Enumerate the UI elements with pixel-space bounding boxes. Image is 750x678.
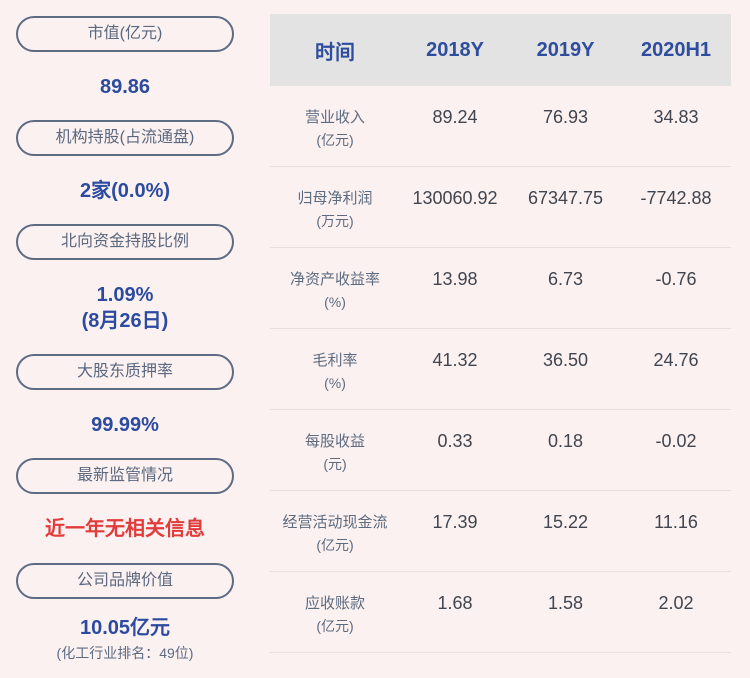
metric-value-2018y: 41.32	[432, 350, 478, 370]
stat-pill-northbound-holding[interactable]: 北向资金持股比例	[16, 224, 234, 260]
metric-value-2019y: 36.50	[542, 350, 589, 370]
table-row-operating-cashflow: 经营活动现金流 (亿元) 17.39 15.22 11.16	[270, 491, 731, 572]
stat-value-market-cap: 89.86	[99, 76, 151, 98]
table-row-net-profit: 归母净利润 (万元) 130060.92 67347.75 -7742.88	[270, 167, 731, 248]
metric-value-2019y: 76.93	[542, 107, 589, 127]
metric-value-2020h1: 24.76	[653, 350, 699, 370]
metric-label: 归母净利润 (万元)	[270, 187, 400, 247]
stat-value-major-shareholder-pledge: 99.99%	[91, 414, 159, 436]
metric-name: 营业收入	[304, 109, 365, 126]
stat-sub-industry-rank: (化工行业排名：49位)	[56, 645, 194, 661]
stat-regulatory-status: 最新监管情况 近一年无相关信息	[0, 458, 250, 542]
metric-label: 每股收益 (元)	[270, 430, 400, 490]
metric-unit: (亿元)	[316, 537, 354, 553]
metric-label: 经营活动现金流 (亿元)	[270, 511, 400, 571]
stat-value-northbound-date: (8月26日)	[81, 310, 169, 332]
metric-label: 毛利率 (%)	[270, 349, 400, 409]
metric-value-2018y: 13.98	[432, 269, 478, 289]
stat-pill-major-shareholder-pledge[interactable]: 大股东质押率	[16, 354, 234, 390]
metric-label: 营业收入 (亿元)	[270, 106, 400, 166]
metric-name: 净资产收益率	[289, 271, 380, 288]
metric-value-2018y: 0.33	[437, 431, 473, 451]
stat-pill-market-cap[interactable]: 市值(亿元)	[16, 16, 234, 52]
col-header-2020h1: 2020H1	[640, 38, 712, 61]
metric-value-2020h1: 11.16	[654, 512, 698, 532]
stat-value-northbound-holding: 1.09%	[96, 284, 154, 306]
metric-unit: (%)	[324, 375, 346, 391]
col-header-2018y: 2018Y	[426, 38, 484, 61]
metric-value-2019y: 1.58	[547, 593, 584, 613]
metric-name: 应收账款	[304, 595, 365, 612]
stat-pill-regulatory-status[interactable]: 最新监管情况	[16, 458, 234, 494]
col-header-2019y: 2019Y	[536, 38, 595, 61]
metric-name: 每股收益	[304, 433, 365, 450]
metric-value-2019y: 6.73	[547, 269, 584, 289]
stat-institutional-holding: 机构持股(占流通盘) 2家(0.0%)	[0, 120, 250, 204]
metric-value-2018y: 1.68	[437, 593, 473, 613]
metric-unit: (元)	[323, 456, 347, 472]
metric-label: 净资产收益率 (%)	[270, 268, 400, 328]
metric-value-2020h1: 34.83	[653, 107, 699, 127]
table-row-eps: 每股收益 (元) 0.33 0.18 -0.02	[270, 410, 731, 491]
metric-name: 经营活动现金流	[282, 514, 388, 531]
stats-sidebar: 市值(亿元) 89.86 机构持股(占流通盘) 2家(0.0%) 北向资金持股比…	[0, 0, 250, 678]
table-header-row: 时间 2018Y 2019Y 2020H1	[270, 14, 731, 86]
stat-northbound-holding: 北向资金持股比例 1.09% (8月26日)	[0, 224, 250, 334]
metric-unit: (万元)	[316, 213, 354, 229]
metric-value-2020h1: -7742.88	[640, 188, 712, 208]
table-row-accounts-receivable: 应收账款 (亿元) 1.68 1.58 2.02	[270, 572, 731, 653]
table-row-revenue: 营业收入 (亿元) 89.24 76.93 34.83	[270, 86, 731, 167]
financial-table: 时间 2018Y 2019Y 2020H1 营业收入 (亿元) 89.24 76…	[270, 14, 731, 653]
metric-value-2018y: 130060.92	[412, 188, 498, 208]
metric-label: 应收账款 (亿元)	[270, 592, 400, 652]
stat-value-institutional-holding: 2家(0.0%)	[79, 180, 171, 202]
table-row-gross-margin: 毛利率 (%) 41.32 36.50 24.76	[270, 329, 731, 410]
metric-value-2018y: 17.39	[432, 512, 478, 532]
stat-brand-value: 公司品牌价值 10.05亿元 (化工行业排名：49位)	[0, 563, 250, 662]
stat-value-brand-value: 10.05亿元	[79, 617, 171, 639]
metric-unit: (亿元)	[316, 132, 354, 148]
stat-pill-brand-value[interactable]: 公司品牌价值	[16, 563, 234, 599]
metric-unit: (亿元)	[316, 618, 354, 634]
table-row-roe: 净资产收益率 (%) 13.98 6.73 -0.76	[270, 248, 731, 329]
metric-value-2019y: 67347.75	[527, 188, 604, 208]
metric-value-2019y: 0.18	[547, 431, 584, 451]
metric-unit: (%)	[324, 294, 346, 310]
metric-value-2018y: 89.24	[432, 107, 478, 127]
metric-value-2020h1: -0.76	[655, 269, 697, 289]
metric-name: 归母净利润	[297, 190, 373, 207]
stat-pill-institutional-holding[interactable]: 机构持股(占流通盘)	[16, 120, 234, 156]
metric-name: 毛利率	[312, 352, 358, 369]
metric-value-2019y: 15.22	[542, 512, 589, 532]
stat-major-shareholder-pledge: 大股东质押率 99.99%	[0, 354, 250, 438]
metric-value-2020h1: -0.02	[655, 431, 697, 451]
stat-market-cap: 市值(亿元) 89.86	[0, 16, 250, 100]
stat-value-regulatory-status: 近一年无相关信息	[45, 518, 205, 540]
metric-value-2020h1: 2.02	[658, 593, 694, 613]
col-header-time: 时间	[315, 41, 355, 64]
